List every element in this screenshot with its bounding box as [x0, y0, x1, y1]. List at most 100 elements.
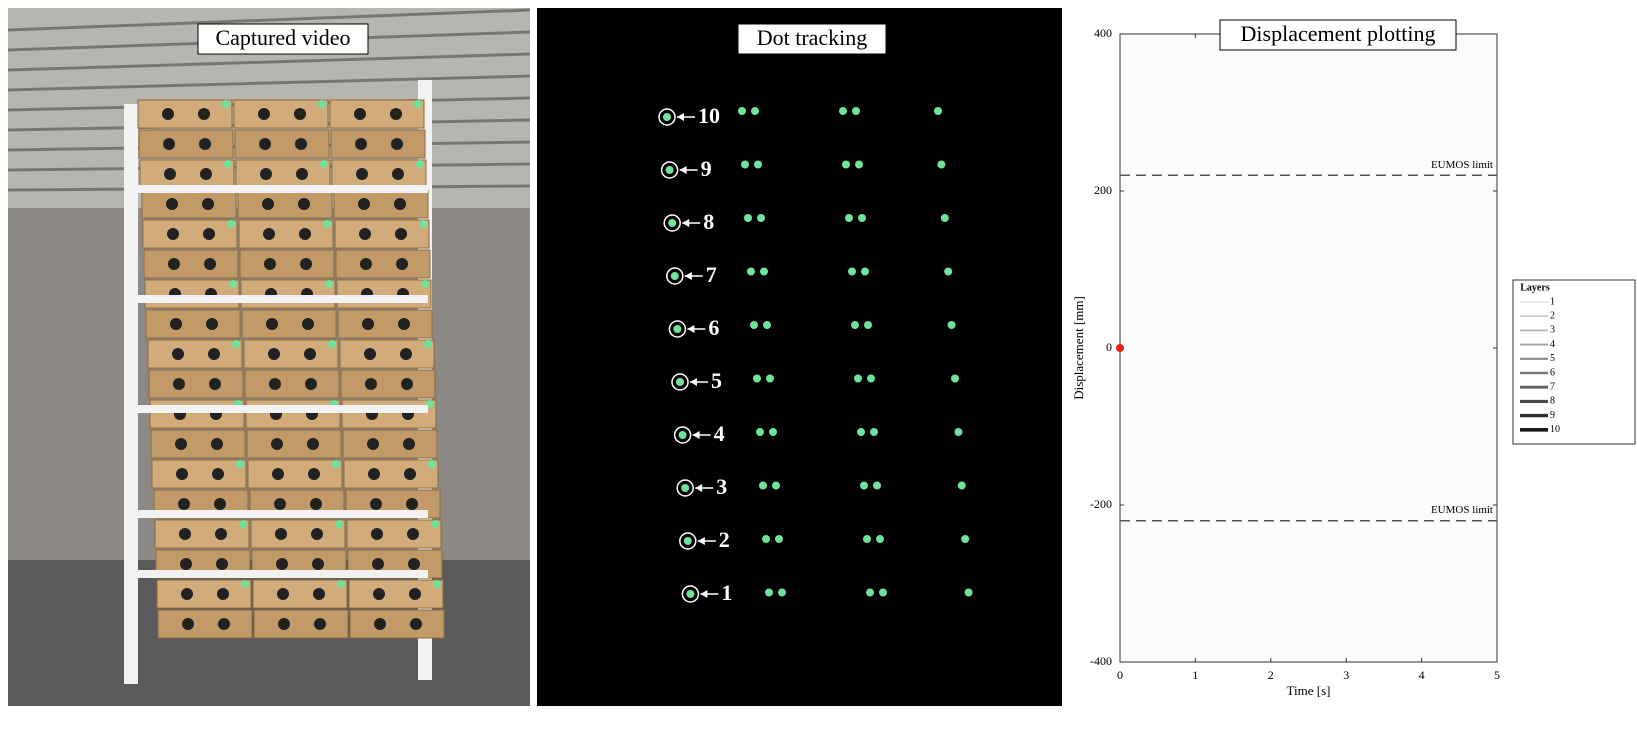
box	[341, 370, 435, 398]
box	[235, 130, 329, 158]
legend-label: 8	[1550, 396, 1555, 407]
x-tick-label: 4	[1419, 668, 1425, 682]
box	[330, 100, 424, 128]
legend-label: 1	[1550, 296, 1555, 307]
box-hole	[311, 528, 323, 540]
y-tick-label: -400	[1090, 654, 1112, 668]
tracking-dot	[864, 321, 872, 329]
box-hole	[314, 618, 326, 630]
box-hole	[200, 168, 212, 180]
legend-label: 6	[1550, 367, 1555, 378]
x-axis-label: Time [s]	[1287, 683, 1331, 698]
tracking-dot	[673, 325, 681, 333]
y-tick-label: 200	[1094, 183, 1112, 197]
tracking-dot	[951, 375, 959, 383]
box	[143, 220, 237, 248]
box-hole	[362, 318, 374, 330]
box-hole	[275, 528, 287, 540]
layer-label: 4	[714, 421, 725, 446]
box-hole	[263, 228, 275, 240]
box-hole	[162, 108, 174, 120]
panel-title: Dot tracking	[757, 25, 868, 50]
box	[245, 370, 339, 398]
tracking-dot	[747, 268, 755, 276]
tracking-dot	[851, 321, 859, 329]
tracking-background	[537, 8, 1062, 706]
box-hole	[390, 108, 402, 120]
box	[331, 130, 425, 158]
box-hole	[404, 468, 416, 480]
tracking-dot	[941, 214, 949, 222]
tracking-dot	[766, 375, 774, 383]
current-point	[1116, 344, 1124, 352]
tracking-dot	[769, 428, 777, 436]
box-hole	[181, 588, 193, 600]
tracking-dot	[857, 428, 865, 436]
box	[236, 160, 330, 188]
box-hole	[391, 138, 403, 150]
limit-label: EUMOS limit	[1431, 504, 1493, 516]
tracking-dot	[876, 535, 884, 543]
marker-dot	[416, 160, 424, 168]
box	[344, 460, 438, 488]
box-hole	[370, 498, 382, 510]
box-hole	[294, 108, 306, 120]
box-hole	[199, 138, 211, 150]
box-hole	[312, 558, 324, 570]
box-hole	[182, 618, 194, 630]
box	[144, 250, 238, 278]
box-hole	[198, 108, 210, 120]
legend-title: Layers	[1520, 282, 1550, 293]
layer-label: 9	[701, 156, 712, 181]
box-hole	[211, 438, 223, 450]
tracking-dot	[751, 107, 759, 115]
box-hole	[277, 588, 289, 600]
box-hole	[403, 438, 415, 450]
box-hole	[258, 108, 270, 120]
box	[251, 520, 345, 548]
tracking-dot	[668, 219, 676, 227]
box	[332, 160, 426, 188]
box-hole	[299, 228, 311, 240]
box-hole	[364, 348, 376, 360]
box-hole	[308, 468, 320, 480]
box-hole	[176, 468, 188, 480]
tracking-panel: Dot tracking10987654321	[537, 8, 1062, 706]
box-hole	[371, 528, 383, 540]
tracking-dot	[757, 214, 765, 222]
frame-bar	[138, 295, 428, 303]
box-hole	[216, 558, 228, 570]
tracking-dot	[873, 482, 881, 490]
x-tick-label: 3	[1343, 668, 1349, 682]
marker-dot	[224, 160, 232, 168]
tracking-dot	[676, 378, 684, 386]
legend-label: 10	[1550, 424, 1560, 435]
tracking-dot	[861, 268, 869, 276]
box-hole	[307, 438, 319, 450]
tracking-dot	[866, 589, 874, 597]
layer-label: 5	[711, 368, 722, 393]
marker-dot	[332, 460, 340, 468]
tracking-dot	[763, 321, 771, 329]
box-hole	[368, 468, 380, 480]
box	[158, 610, 252, 638]
tracking-dot	[965, 589, 973, 597]
frame-bar	[138, 185, 428, 193]
box-hole	[406, 498, 418, 510]
tracking-dot	[765, 589, 773, 597]
box	[238, 190, 332, 218]
box-hole	[407, 528, 419, 540]
box-hole	[359, 228, 371, 240]
box-hole	[204, 258, 216, 270]
box-hole	[276, 558, 288, 570]
marker-dot	[421, 280, 429, 288]
box	[145, 280, 239, 308]
box-hole	[168, 258, 180, 270]
box-hole	[354, 108, 366, 120]
box-hole	[373, 588, 385, 600]
tracking-dot	[854, 375, 862, 383]
video-panel: Captured video	[8, 8, 530, 706]
box	[338, 310, 432, 338]
box	[148, 340, 242, 368]
y-tick-label: -200	[1090, 497, 1112, 511]
